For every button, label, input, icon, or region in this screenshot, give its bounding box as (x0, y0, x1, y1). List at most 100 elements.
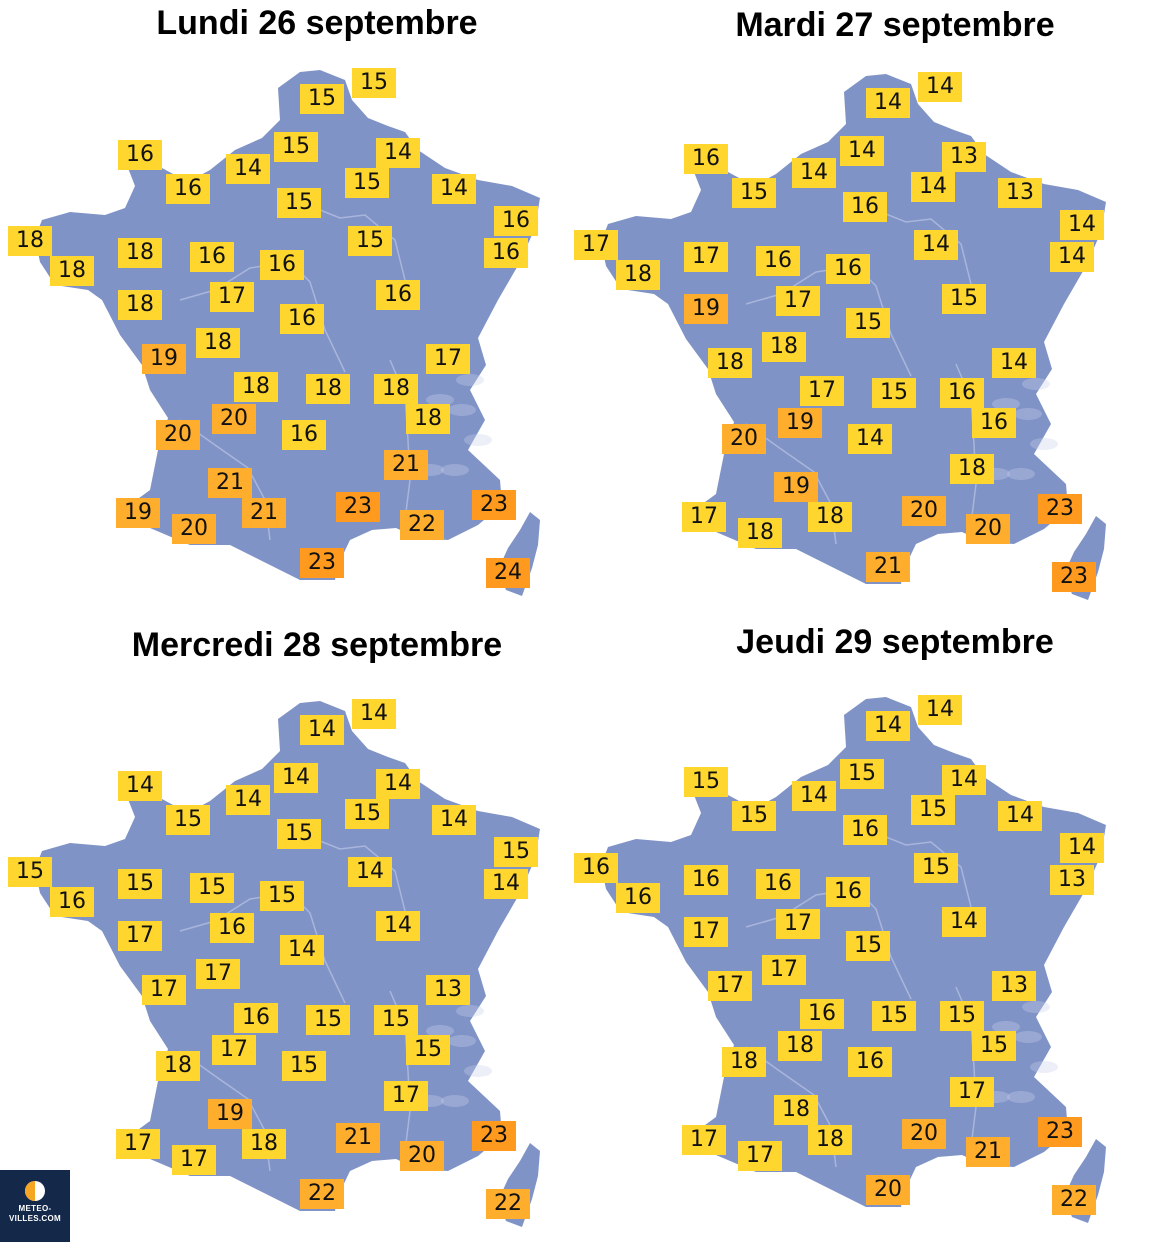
temp-badge-paris: 15 (277, 188, 321, 218)
temp-badge-troyes: 15 (348, 226, 392, 256)
temp-badge-tours: 16 (210, 913, 254, 943)
temp-badge-grenoble: 15 (406, 1035, 450, 1065)
temp-badge-nice: 23 (1038, 494, 1082, 524)
temp-badge-nantes: 18 (118, 290, 162, 320)
temp-badge-strasbourg: 14 (1060, 833, 1104, 863)
river-line (880, 211, 972, 285)
relief-mark (426, 1025, 454, 1037)
temp-badge-marseille: 20 (400, 1141, 444, 1171)
river-line (314, 838, 406, 912)
temp-badge-troyes: 15 (914, 853, 958, 883)
temp-badge-bourges: 14 (280, 935, 324, 965)
temp-badge-montelimar: 21 (384, 450, 428, 480)
temp-badge-orleans: 16 (826, 254, 870, 284)
temp-badge-rennes: 15 (118, 869, 162, 899)
temp-badge-metz: 14 (432, 805, 476, 835)
temp-badge-nice: 23 (472, 1121, 516, 1151)
temp-badge-limoges: 16 (800, 999, 844, 1029)
temp-badge-caen: 16 (166, 174, 210, 204)
meteo-villes-logo: METEO- VILLES.COM (0, 1170, 70, 1242)
temp-badge-quimper: 16 (50, 887, 94, 917)
forecast-panel-tuesday: Mardi 27 septembre 14 14 16 15 14 14 14 13 13 16 1… (574, 0, 1156, 621)
temp-badge-toulouse: 18 (808, 502, 852, 532)
temp-badge-tours: 17 (776, 909, 820, 939)
panel-title: Lundi 26 septembre (156, 4, 478, 42)
temp-badge-caen: 15 (166, 805, 210, 835)
temp-badge-besancon: 13 (426, 975, 470, 1005)
temp-badge-metz: 13 (998, 178, 1042, 208)
temp-badge-nantes: 17 (118, 921, 162, 951)
temp-badge-amiens: 14 (274, 763, 318, 793)
temp-badge-poitiers: 18 (196, 328, 240, 358)
temp-badge-quimper: 16 (616, 883, 660, 913)
temp-badge-paris: 16 (843, 815, 887, 845)
temp-badge-colmar: 16 (484, 238, 528, 268)
relief-mark (464, 434, 492, 446)
temp-badge-cherbourg: 16 (118, 140, 162, 170)
temp-badge-metz: 14 (432, 174, 476, 204)
relief-mark (464, 1065, 492, 1077)
temp-badge-toulouse: 18 (242, 1129, 286, 1159)
temp-badge-clermont: 15 (872, 378, 916, 408)
temp-badge-lille: 14 (866, 88, 910, 118)
temp-badge-brest: 18 (8, 226, 52, 256)
relief-mark (456, 374, 484, 386)
temp-badge-le-mans: 16 (190, 242, 234, 272)
temp-badge-montpellier: 20 (902, 496, 946, 526)
temp-badge-rouen: 14 (792, 781, 836, 811)
temp-badge-quimper: 18 (50, 256, 94, 286)
temp-badge-amiens: 15 (840, 759, 884, 789)
temp-badge-dunkerque: 14 (918, 72, 962, 102)
temp-badge-biarritz: 17 (116, 1129, 160, 1159)
temp-badge-rouen: 14 (792, 158, 836, 188)
temp-badge-strasbourg: 14 (1060, 210, 1104, 240)
temp-badge-nice: 23 (472, 490, 516, 520)
temp-badge-brive: 20 (212, 404, 256, 434)
temp-badge-lyon: 18 (374, 374, 418, 404)
temp-badge-ajaccio: 24 (486, 558, 530, 588)
temp-badge-paris: 16 (843, 192, 887, 222)
temp-badge-dunkerque: 14 (352, 699, 396, 729)
temp-badge-clermont: 18 (306, 374, 350, 404)
temp-badge-toulouse: 18 (808, 1125, 852, 1155)
temp-badge-grenoble: 15 (972, 1031, 1016, 1061)
temp-badge-bordeaux: 20 (156, 420, 200, 450)
temp-badge-montelimar: 17 (950, 1077, 994, 1107)
temp-badge-cherbourg: 15 (684, 767, 728, 797)
temp-badge-ajaccio: 22 (486, 1189, 530, 1219)
temp-badge-marseille: 20 (966, 514, 1010, 544)
temp-badge-rennes: 16 (684, 865, 728, 895)
forecast-panel-wednesday: Mercredi 28 septembre 14 14 14 15 14 14 15 14 14… (0, 621, 578, 1242)
temp-badge-montpellier: 23 (336, 492, 380, 522)
temp-badge-reims: 15 (911, 795, 955, 825)
temp-badge-paris: 15 (277, 819, 321, 849)
relief-mark (441, 1095, 469, 1107)
temp-badge-pau: 18 (738, 518, 782, 548)
temp-badge-amiens: 14 (840, 136, 884, 166)
relief-mark (1007, 468, 1035, 480)
temp-badge-metz: 14 (998, 801, 1042, 831)
temp-badge-brest: 17 (574, 230, 618, 260)
half-sun-icon (25, 1181, 45, 1201)
temp-badge-aurillac: 14 (848, 424, 892, 454)
temp-badge-dijon: 16 (376, 280, 420, 310)
river-line (880, 834, 972, 908)
temp-badge-clermont: 15 (306, 1005, 350, 1035)
temp-badge-dijon: 14 (376, 911, 420, 941)
temp-badge-troyes: 14 (914, 230, 958, 260)
temp-badge-bourges: 16 (280, 304, 324, 334)
temp-badge-perpignan: 21 (866, 552, 910, 582)
temp-badge-lille: 14 (866, 711, 910, 741)
relief-mark (1022, 378, 1050, 390)
temp-badge-reims: 15 (345, 799, 389, 829)
panel-title: Jeudi 29 septembre (736, 623, 1054, 661)
temp-badge-colmar: 14 (484, 869, 528, 899)
temp-badge-bordeaux: 18 (722, 1047, 766, 1077)
temp-badge-aurillac: 16 (282, 420, 326, 450)
logo-text-line2: VILLES.COM (9, 1214, 61, 1223)
temp-badge-dunkerque: 15 (352, 68, 396, 98)
temp-badge-poitiers: 17 (196, 959, 240, 989)
temp-badge-orleans: 16 (826, 877, 870, 907)
temp-badge-cherbourg: 16 (684, 144, 728, 174)
temp-badge-montelimar: 17 (384, 1081, 428, 1111)
